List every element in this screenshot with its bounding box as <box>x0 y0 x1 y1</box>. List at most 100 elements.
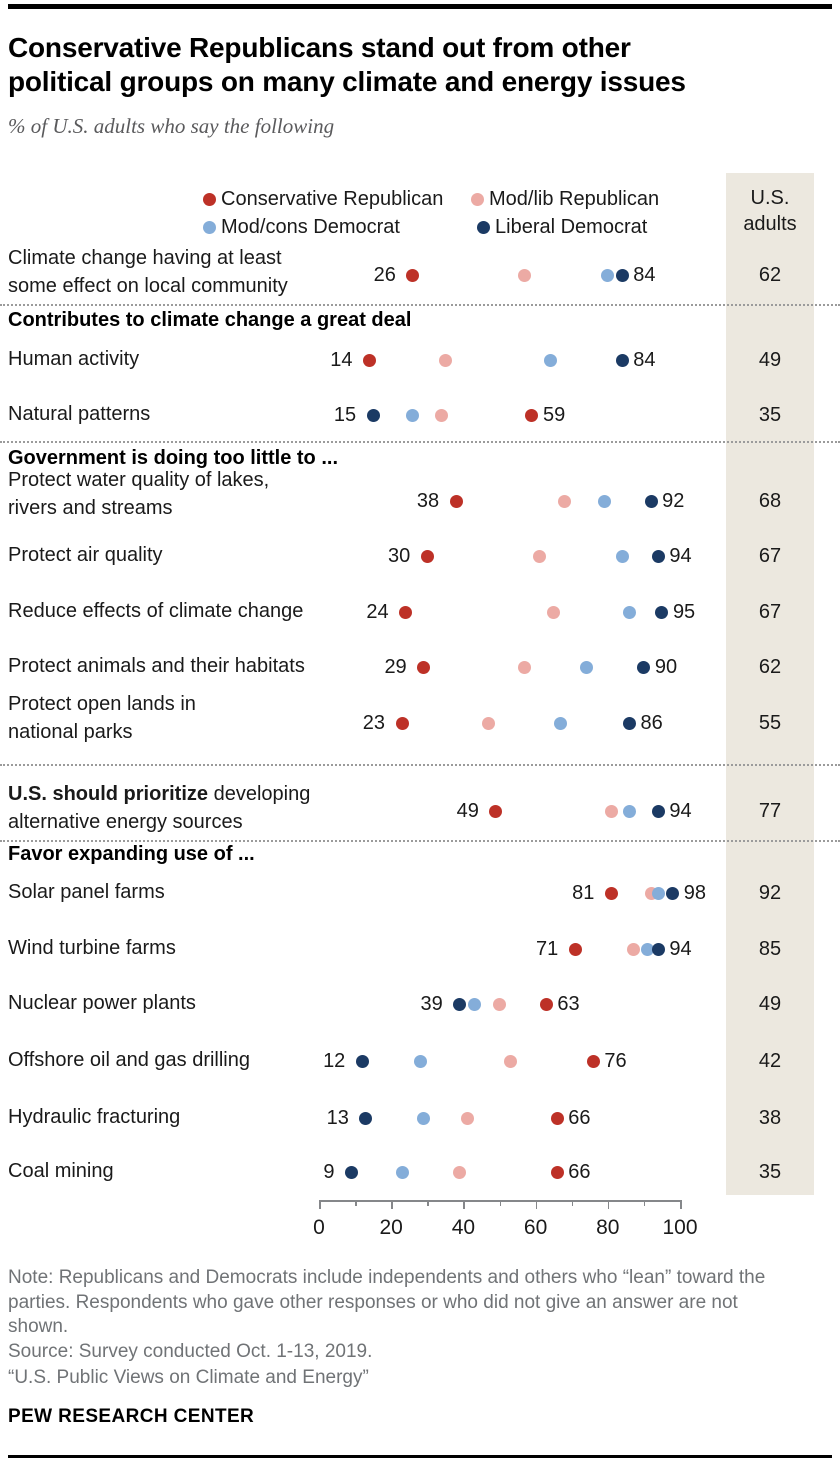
dot-conservative-republican <box>568 942 582 956</box>
x-axis-tick <box>391 1201 393 1209</box>
x-axis-tick <box>463 1201 465 1209</box>
x-axis-tick-label: 40 <box>451 1216 476 1239</box>
dot-liberal-democrat <box>359 1111 373 1125</box>
dotted-separator <box>0 304 840 306</box>
us-adults-value: 35 <box>758 1161 782 1183</box>
dot-conservative-republican <box>395 716 409 730</box>
dot-conservative-republican <box>539 997 553 1011</box>
dot-conservative-republican <box>550 1165 564 1179</box>
section-header-contributes-to-climate-change-: Contributes to climate change a great de… <box>8 309 412 331</box>
liberal-democrat-dot-icon <box>477 220 490 234</box>
dot-mod-lib-republican <box>518 660 532 674</box>
legend-label: Mod/cons Democrat <box>221 215 400 238</box>
max-value-label: 94 <box>669 800 692 822</box>
dot-conservative-republican <box>417 660 431 674</box>
row-label-offshore-oil-and-gas-drilling: Offshore oil and gas drilling <box>8 1047 338 1075</box>
row-label-line: Protect animals and their habitats <box>8 655 305 677</box>
min-value-label: 9 <box>323 1161 335 1183</box>
dot-mod-cons-democrat <box>395 1165 409 1179</box>
conservative-republican-dot-icon <box>203 192 216 206</box>
row-label-line: Natural patterns <box>8 403 151 425</box>
min-value-label: 39 <box>420 993 443 1015</box>
max-value-label: 76 <box>604 1050 627 1072</box>
max-value-label: 95 <box>672 601 696 623</box>
x-axis-tick <box>643 1201 646 1206</box>
max-value-label: 59 <box>542 404 566 426</box>
dot-conservative-republican <box>604 886 618 900</box>
max-value-label: 98 <box>683 882 707 904</box>
dot-conservative-republican <box>489 804 503 818</box>
row-label-solar-panel-farms: Solar panel farms <box>8 879 338 907</box>
min-value-label: 15 <box>333 404 357 426</box>
dot-mod-lib-republican <box>532 549 546 563</box>
row-label-climate-change-having-at-least: Climate change having at least some effec… <box>8 245 338 300</box>
us-adults-value: 49 <box>758 349 782 371</box>
legend-label: Conservative Republican <box>221 187 444 210</box>
legend-item-modcons-democrat: Mod/cons Democrat <box>203 215 400 238</box>
dot-mod-lib-republican <box>604 804 618 818</box>
dot-mod-cons-democrat <box>579 660 593 674</box>
row-label-wind-turbine-farms: Wind turbine farms <box>8 935 338 963</box>
x-axis-tick-label: 100 <box>662 1216 698 1239</box>
dot-conservative-republican <box>525 408 539 422</box>
dot-conservative-republican <box>406 268 420 282</box>
dot-conservative-republican <box>550 1111 564 1125</box>
dotted-separator <box>0 441 840 443</box>
min-value-label: 30 <box>388 545 411 567</box>
row-label-line: Protect water quality of lakes, <box>8 469 270 491</box>
max-value-label: 66 <box>568 1161 591 1183</box>
top-rule <box>8 4 832 9</box>
row-label-line: Hydraulic fracturing <box>8 1106 181 1128</box>
us-adults-value: 77 <box>758 800 782 822</box>
legend-item-conservative-republican: Conservative Republican <box>203 187 444 210</box>
dot-conservative-republican <box>586 1054 600 1068</box>
row-label-line: Reduce effects of climate change <box>8 600 304 622</box>
row-label-protect-air-quality: Protect air quality <box>8 542 338 570</box>
x-axis-tick <box>355 1201 357 1206</box>
x-axis-tick-label: 60 <box>523 1216 548 1239</box>
dot-liberal-democrat <box>666 886 680 900</box>
dot-liberal-democrat <box>651 804 665 818</box>
dot-mod-lib-republican <box>453 1165 467 1179</box>
row-label-line: rivers and streams <box>8 496 173 519</box>
dot-liberal-democrat <box>366 408 380 422</box>
modlib-republican-dot-icon <box>471 192 484 206</box>
dot-mod-lib-republican <box>518 268 532 282</box>
min-value-label: 26 <box>373 264 396 286</box>
us-adults-value: 62 <box>758 264 782 286</box>
dot-mod-lib-republican <box>438 353 452 367</box>
min-value-label: 13 <box>326 1107 349 1129</box>
min-value-label: 24 <box>366 601 389 623</box>
max-value-label: 90 <box>654 656 678 678</box>
modcons-democrat-dot-icon <box>203 220 216 234</box>
dot-liberal-democrat <box>344 1165 358 1179</box>
legend-item-modlib-republican: Mod/lib Republican <box>471 188 659 210</box>
row-label-line: Solar panel farms <box>8 881 165 903</box>
min-value-label: 12 <box>323 1050 346 1072</box>
us-adults-value: 92 <box>758 882 782 904</box>
row-label-line: Climate change having at least <box>8 247 282 269</box>
legend-label: Liberal Democrat <box>495 215 648 238</box>
min-value-label: 71 <box>536 938 559 960</box>
row-label-line: Coal mining <box>8 1160 114 1182</box>
x-axis-tick-label: 0 <box>313 1216 325 1239</box>
row-label-nuclear-power-plants: Nuclear power plants <box>8 990 338 1018</box>
row-label-line: some effect on local community <box>8 274 288 297</box>
dotted-separator <box>0 764 840 766</box>
dot-mod-lib-republican <box>557 494 571 508</box>
row-label-line: U.S. should prioritize developing <box>8 783 311 805</box>
us-adults-value: 42 <box>758 1050 782 1072</box>
us-adults-value: 62 <box>758 656 782 678</box>
us-adults-column-header: U.S. adults <box>726 185 814 237</box>
us-adults-value: 85 <box>758 938 782 960</box>
dot-liberal-democrat <box>453 997 467 1011</box>
dot-mod-cons-democrat <box>601 268 615 282</box>
dot-mod-lib-republican <box>460 1111 474 1125</box>
x-axis-tick-label: 20 <box>379 1216 403 1239</box>
pew-wordmark: PEW RESEARCH CENTER <box>8 1406 255 1427</box>
row-label-line: Offshore oil and gas drilling <box>8 1049 250 1071</box>
x-axis-tick-label: 80 <box>596 1216 620 1239</box>
us-adults-value: 67 <box>758 545 782 567</box>
row-label-line: Nuclear power plants <box>8 992 196 1014</box>
x-axis-tick <box>499 1201 501 1206</box>
